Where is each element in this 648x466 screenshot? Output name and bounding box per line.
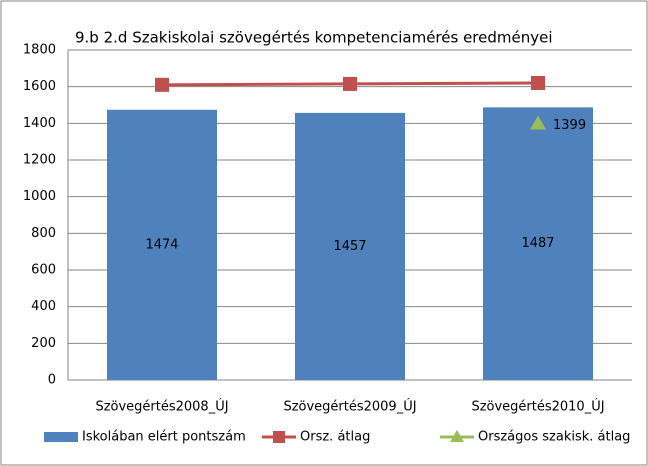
- bar-label: 1487: [521, 236, 554, 251]
- legend-marker: [273, 431, 285, 443]
- y-tick-label: 1600: [23, 79, 56, 94]
- y-tick-label: 200: [31, 336, 56, 351]
- legend-label: Iskolában elért pontszám: [82, 430, 246, 445]
- line-marker: [343, 76, 357, 91]
- legend-label: Orsz. átlag: [300, 430, 370, 445]
- point-label: 1399: [553, 118, 586, 133]
- y-tick-label: 1400: [23, 116, 56, 131]
- bar: [295, 112, 405, 380]
- bar: [107, 109, 217, 381]
- legend-marker: [450, 430, 464, 442]
- chart-title: 9.b 2.d Szakiskolai szövegértés kompeten…: [75, 29, 553, 47]
- x-tick-label: Szövegértés2010_ÚJ: [471, 399, 604, 415]
- bar: [483, 107, 593, 380]
- x-tick-label: Szövegértés2009_ÚJ: [283, 399, 416, 415]
- y-tick-label: 400: [31, 299, 56, 314]
- y-tick-label: 0: [48, 373, 56, 388]
- y-tick-label: 1200: [23, 153, 56, 168]
- legend-swatch: [44, 432, 78, 442]
- y-tick-label: 1000: [23, 189, 56, 204]
- point: [530, 115, 546, 130]
- y-tick-label: 600: [31, 263, 56, 278]
- bar-label: 1474: [145, 237, 178, 252]
- legend-label: Országos szakisk. átlag: [478, 430, 630, 445]
- line-marker: [531, 76, 545, 90]
- x-tick-label: Szövegértés2008_ÚJ: [95, 399, 228, 415]
- y-tick-label: 800: [31, 226, 56, 241]
- bar-label: 1457: [333, 239, 366, 254]
- line-marker: [155, 77, 169, 92]
- y-tick-label: 1800: [23, 43, 56, 58]
